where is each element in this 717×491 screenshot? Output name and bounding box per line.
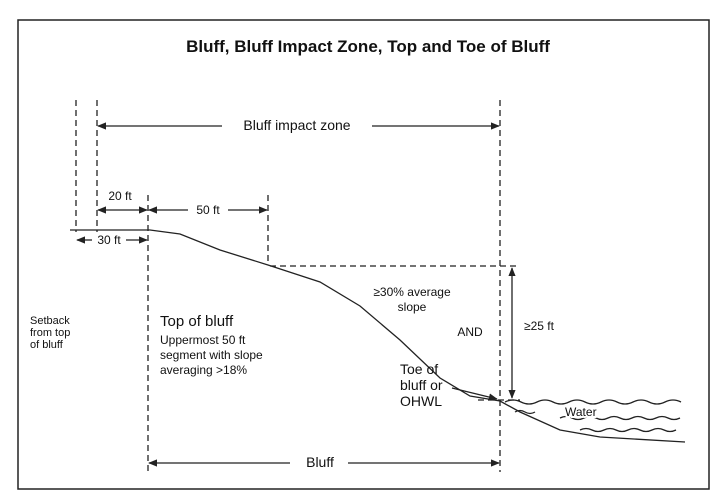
top-desc: averaging >18% [160, 363, 247, 377]
toe-label: Toe of [400, 361, 438, 377]
twenty-ft-label: 20 ft [108, 189, 132, 203]
title: Bluff, Bluff Impact Zone, Top and Toe of… [186, 37, 550, 56]
thirty-ft-label: 30 ft [97, 233, 121, 247]
and-label: AND [457, 325, 483, 339]
frame [17, 19, 710, 490]
arrows [76, 122, 516, 467]
water-waves [504, 399, 682, 433]
top-of-bluff-label: Top of bluff [160, 313, 234, 330]
setback-label: from top [30, 327, 70, 339]
water-label: Water [565, 405, 597, 419]
setback-label: of bluff [30, 339, 64, 351]
impact-zone-label: Bluff impact zone [243, 117, 350, 133]
toe-label: OHWL [400, 393, 442, 409]
guides [75, 100, 520, 472]
ground-profile [70, 229, 686, 443]
slope-label: ≥30% average [373, 285, 451, 299]
toe-label: bluff or [400, 377, 443, 393]
height-label: ≥25 ft [524, 319, 555, 333]
top-desc: Uppermost 50 ft [160, 333, 246, 347]
fifty-ft-label: 50 ft [196, 203, 220, 217]
bluff-label: Bluff [306, 454, 334, 470]
top-desc: segment with slope [160, 348, 263, 362]
slope-label: slope [398, 300, 427, 314]
setback-label: Setback [30, 315, 70, 327]
